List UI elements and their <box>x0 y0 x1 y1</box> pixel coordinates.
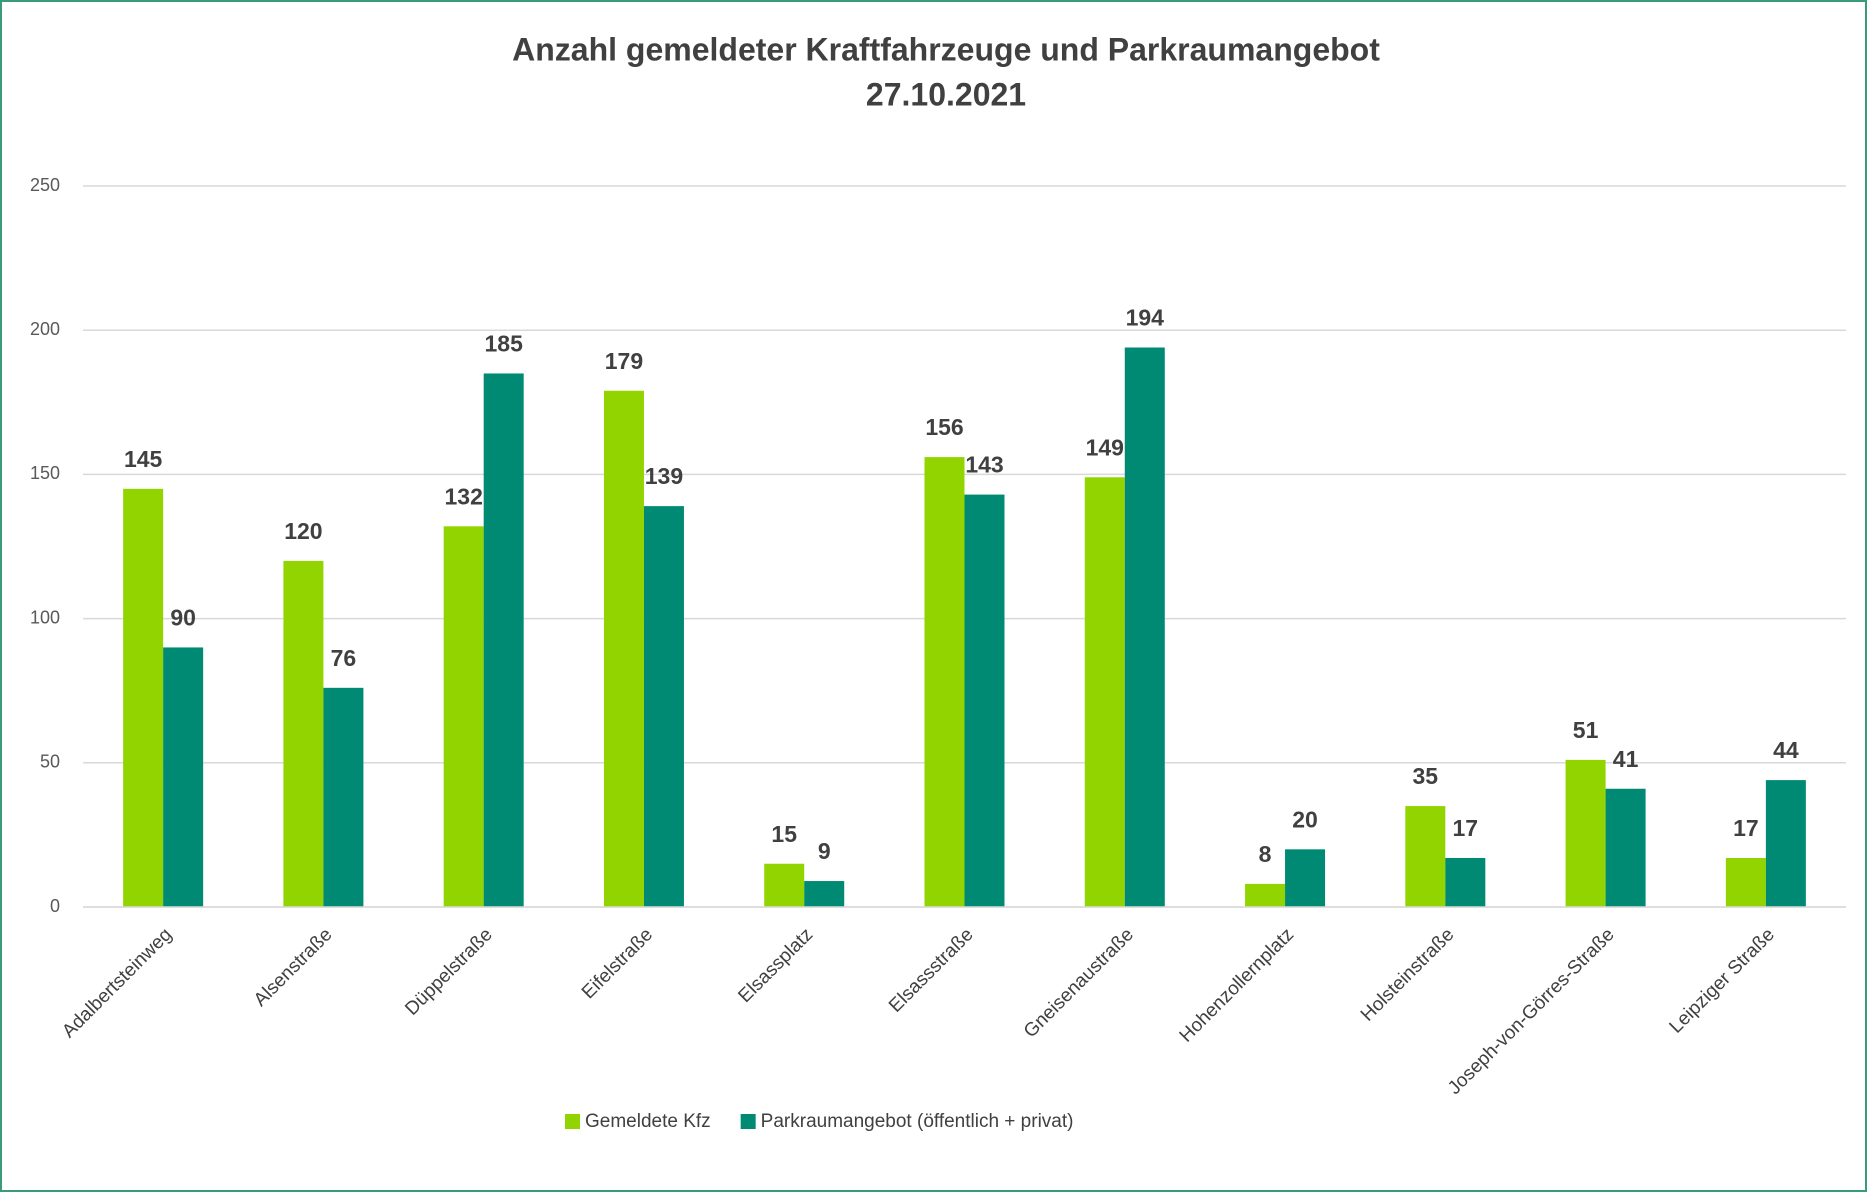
bar <box>924 457 965 907</box>
value-label: 145 <box>124 446 163 472</box>
bar <box>1445 857 1486 907</box>
bar <box>1765 780 1806 907</box>
value-label: 41 <box>1613 746 1639 772</box>
value-label: 44 <box>1773 737 1799 763</box>
value-label: 90 <box>170 605 196 631</box>
value-label: 20 <box>1292 806 1318 832</box>
value-label: 139 <box>645 463 683 489</box>
bar <box>1565 759 1606 907</box>
value-label: 132 <box>444 483 482 509</box>
chart-subtitle: 27.10.2021 <box>866 76 1026 112</box>
legend-label: Parkraumangebot (öffentlich + privat) <box>761 1111 1074 1132</box>
bar <box>1245 883 1286 907</box>
value-label: 194 <box>1126 305 1165 331</box>
value-label: 15 <box>771 821 797 847</box>
y-tick-label: 250 <box>30 175 60 195</box>
bar <box>1285 849 1326 907</box>
value-label: 143 <box>965 452 1003 478</box>
value-label: 156 <box>925 414 963 440</box>
value-label: 185 <box>484 331 523 357</box>
value-label: 9 <box>818 838 831 864</box>
value-label: 17 <box>1733 815 1759 841</box>
bar <box>804 881 845 907</box>
bar <box>323 687 364 907</box>
bar <box>1405 806 1446 907</box>
legend-swatch <box>740 1114 756 1129</box>
bar <box>1124 347 1165 907</box>
y-tick-label: 150 <box>30 463 60 483</box>
legend-swatch <box>565 1114 580 1129</box>
value-label: 17 <box>1453 815 1479 841</box>
bar <box>603 390 644 907</box>
value-label: 120 <box>284 518 322 544</box>
bar <box>643 506 684 907</box>
bar <box>1725 857 1766 907</box>
value-label: 8 <box>1259 841 1272 867</box>
y-tick-label: 0 <box>50 896 60 916</box>
value-label: 76 <box>331 645 357 671</box>
value-label: 51 <box>1573 717 1599 743</box>
bar <box>443 526 484 907</box>
legend-label: Gemeldete Kfz <box>585 1111 711 1132</box>
chart-title: Anzahl gemeldeter Kraftfahrzeuge und Par… <box>512 31 1380 67</box>
y-tick-label: 100 <box>30 607 60 627</box>
value-label: 179 <box>605 348 643 374</box>
bar <box>483 373 524 908</box>
y-tick-label: 50 <box>40 752 60 772</box>
bar <box>764 863 805 907</box>
y-tick-label: 200 <box>30 319 60 339</box>
value-label: 149 <box>1086 434 1124 460</box>
value-label: 35 <box>1413 763 1439 789</box>
bar <box>1084 477 1125 907</box>
bar <box>163 647 204 907</box>
bar <box>964 494 1005 907</box>
bar <box>1605 788 1646 907</box>
bar <box>283 560 324 907</box>
bar <box>123 488 164 907</box>
